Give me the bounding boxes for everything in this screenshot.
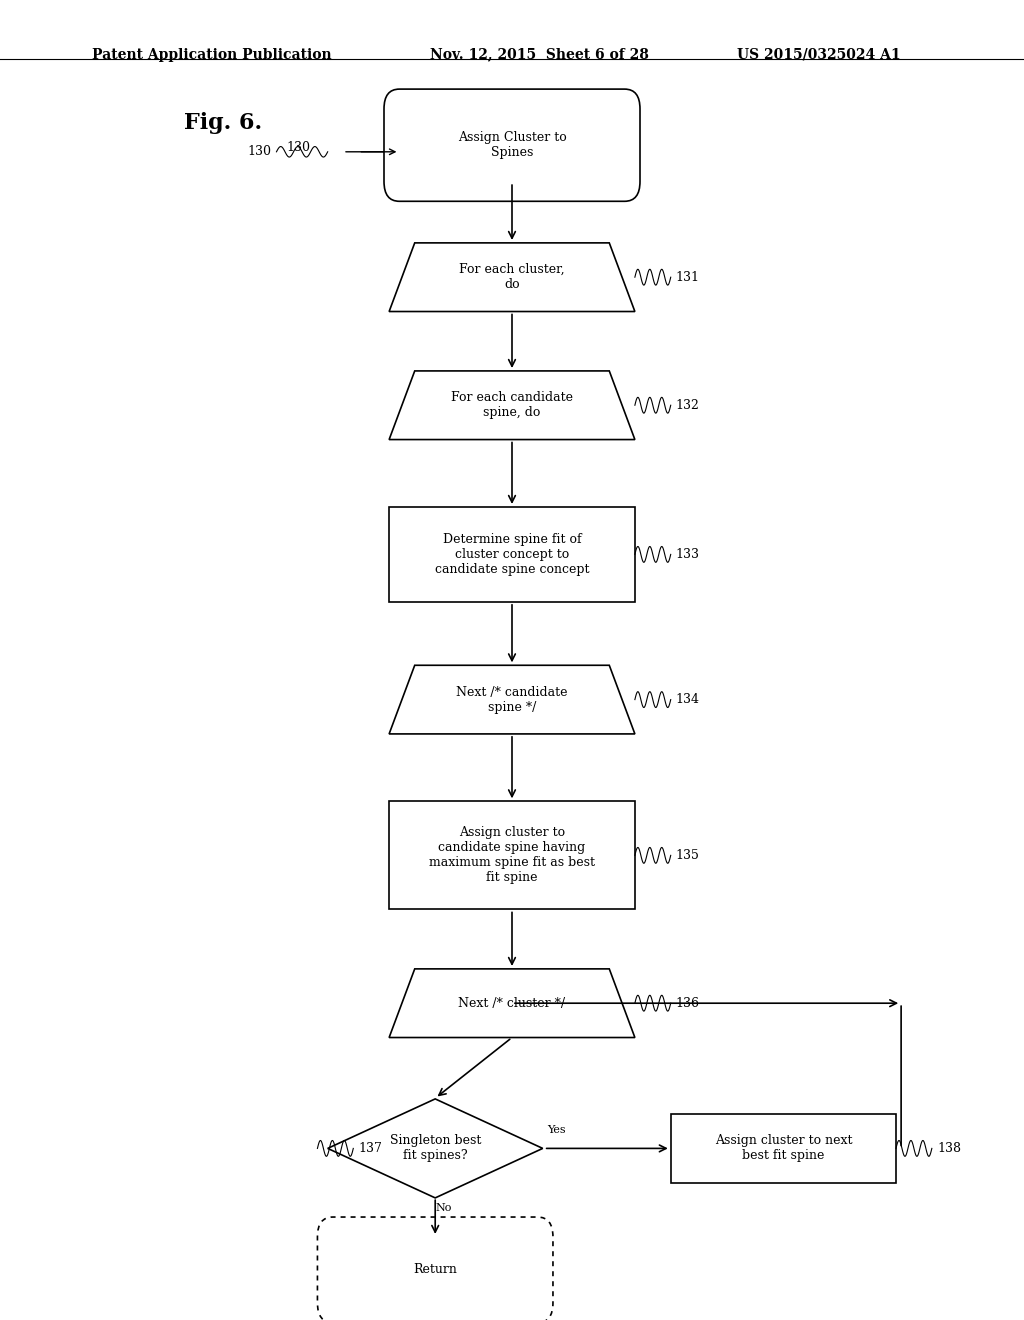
Text: Singleton best
fit spines?: Singleton best fit spines? bbox=[389, 1134, 481, 1163]
Text: Fig. 6.: Fig. 6. bbox=[184, 112, 262, 135]
Polygon shape bbox=[389, 243, 635, 312]
Text: 135: 135 bbox=[676, 849, 699, 862]
Text: 133: 133 bbox=[676, 548, 699, 561]
Text: 137: 137 bbox=[358, 1142, 382, 1155]
Text: Assign Cluster to
Spines: Assign Cluster to Spines bbox=[458, 131, 566, 160]
Text: 136: 136 bbox=[676, 997, 699, 1010]
Bar bbox=[389, 801, 635, 909]
Text: Next /* candidate
spine */: Next /* candidate spine */ bbox=[457, 685, 567, 714]
Text: Determine spine fit of
cluster concept to
candidate spine concept: Determine spine fit of cluster concept t… bbox=[435, 533, 589, 576]
Text: US 2015/0325024 A1: US 2015/0325024 A1 bbox=[737, 48, 901, 62]
Text: 130: 130 bbox=[248, 145, 271, 158]
Polygon shape bbox=[328, 1098, 543, 1199]
Text: Assign cluster to next
best fit spine: Assign cluster to next best fit spine bbox=[715, 1134, 852, 1163]
FancyBboxPatch shape bbox=[384, 88, 640, 201]
Text: 131: 131 bbox=[676, 271, 699, 284]
Text: No: No bbox=[435, 1203, 452, 1213]
Text: Return: Return bbox=[414, 1263, 457, 1276]
Text: For each candidate
spine, do: For each candidate spine, do bbox=[451, 391, 573, 420]
Text: Nov. 12, 2015  Sheet 6 of 28: Nov. 12, 2015 Sheet 6 of 28 bbox=[430, 48, 649, 62]
Polygon shape bbox=[389, 665, 635, 734]
Text: 138: 138 bbox=[937, 1142, 961, 1155]
Polygon shape bbox=[389, 371, 635, 440]
Text: Yes: Yes bbox=[547, 1125, 565, 1135]
Bar bbox=[389, 507, 635, 602]
Text: Next /* cluster */: Next /* cluster */ bbox=[459, 997, 565, 1010]
FancyBboxPatch shape bbox=[317, 1217, 553, 1320]
Text: 134: 134 bbox=[676, 693, 699, 706]
Text: For each cluster,
do: For each cluster, do bbox=[459, 263, 565, 292]
Text: 132: 132 bbox=[676, 399, 699, 412]
Text: Patent Application Publication: Patent Application Publication bbox=[92, 48, 332, 62]
Bar bbox=[671, 1114, 896, 1183]
Polygon shape bbox=[389, 969, 635, 1038]
Text: 130: 130 bbox=[287, 141, 310, 154]
Text: Assign cluster to
candidate spine having
maximum spine fit as best
fit spine: Assign cluster to candidate spine having… bbox=[429, 826, 595, 884]
